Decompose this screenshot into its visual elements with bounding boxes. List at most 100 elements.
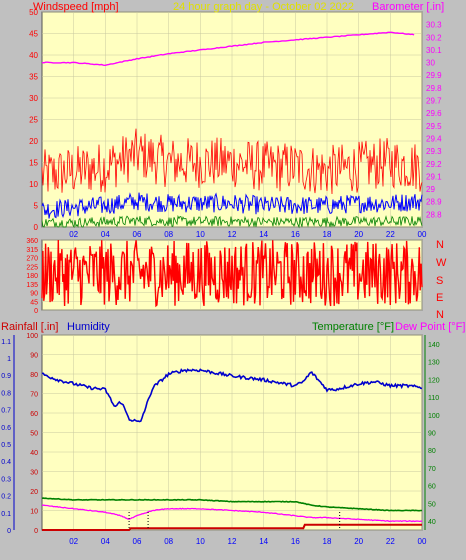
wind-x-tick-label: 12 bbox=[228, 230, 237, 239]
wind-x-tick-label: 00 bbox=[418, 230, 427, 239]
temp-tick-label: 70 bbox=[428, 466, 436, 473]
baro-tick-label: 29.5 bbox=[426, 122, 442, 131]
dir-tick-label: 270 bbox=[26, 256, 38, 263]
temp-tick-label: 90 bbox=[428, 431, 436, 438]
dir-tick-label: 0 bbox=[34, 308, 38, 315]
hum-x-tick-label: 20 bbox=[354, 537, 363, 546]
rain-tick-label: 0 bbox=[7, 528, 11, 535]
wind-grid bbox=[42, 11, 423, 228]
humidity-tick-label: 100 bbox=[26, 333, 38, 340]
wind-avg-line bbox=[41, 192, 423, 219]
wind-series bbox=[41, 31, 423, 229]
humidity-grid bbox=[42, 334, 423, 531]
dir-label-n-bottom: N bbox=[436, 309, 444, 321]
temp-tick-label: 60 bbox=[428, 484, 436, 491]
wind-x-tick-label: 22 bbox=[386, 230, 395, 239]
dir-tick-label: 135 bbox=[26, 282, 38, 289]
wind-x-tick-label: 08 bbox=[164, 230, 173, 239]
dir-label-e: E bbox=[436, 292, 443, 304]
rain-tick-label: 1 bbox=[7, 356, 11, 363]
hum-x-tick-label: 16 bbox=[291, 537, 300, 546]
humidity-tick-label: 90 bbox=[30, 353, 38, 360]
wind-x-tick-label: 10 bbox=[196, 230, 205, 239]
rain-tick-label: 1.1 bbox=[1, 339, 11, 346]
baro-tick-label: 29.8 bbox=[426, 84, 442, 93]
baro-tick-label: 30.3 bbox=[426, 21, 442, 30]
hum-x-tick-label: 00 bbox=[418, 537, 427, 546]
hum-x-tick-label: 14 bbox=[259, 537, 268, 546]
graph-title: 24 hour graph day - October 02 2022 bbox=[173, 1, 354, 13]
rainfall-line bbox=[42, 523, 422, 531]
hum-x-tick-label: 22 bbox=[386, 537, 395, 546]
rain-tick-label: 0.3 bbox=[1, 476, 11, 483]
humidity-tick-label: 20 bbox=[30, 489, 38, 496]
temperature-label: Temperature [°F] bbox=[312, 321, 394, 333]
wind-x-tick-label: 18 bbox=[323, 230, 332, 239]
wind-x-tick-label: 20 bbox=[354, 230, 363, 239]
humidity-tick-label: 50 bbox=[30, 431, 38, 438]
dir-label-w: W bbox=[436, 257, 447, 269]
wind-tick-label: 40 bbox=[29, 51, 38, 60]
humidity-series bbox=[41, 368, 423, 531]
dir-tick-label: 360 bbox=[26, 238, 38, 245]
hum-x-tick-label: 06 bbox=[133, 537, 142, 546]
barometer-label: Barometer [.in] bbox=[372, 1, 444, 13]
rain-tick-label: 0.6 bbox=[1, 425, 11, 432]
humidity-tick-label: 30 bbox=[30, 470, 38, 477]
baro-tick-label: 30.2 bbox=[426, 33, 442, 42]
humidity-tick-label: 70 bbox=[30, 392, 38, 399]
rainfall-label: Rainfall [.in] bbox=[1, 321, 58, 333]
temperature-line bbox=[41, 497, 422, 512]
humidity-tick-label: 80 bbox=[30, 372, 38, 379]
wind-x-tick-label: 02 bbox=[69, 230, 78, 239]
wind-tick-label: 15 bbox=[29, 159, 38, 168]
baro-tick-label: 29.3 bbox=[426, 147, 442, 156]
humidity-tick-label: 10 bbox=[30, 509, 38, 516]
dir-tick-label: 180 bbox=[26, 273, 38, 280]
humidity-label: Humidity bbox=[67, 321, 110, 333]
hum-x-tick-label: 04 bbox=[101, 537, 110, 546]
baro-tick-label: 28.9 bbox=[426, 198, 442, 207]
baro-tick-label: 29.1 bbox=[426, 172, 442, 181]
rain-tick-label: 0.7 bbox=[1, 408, 11, 415]
barometer-line bbox=[41, 31, 415, 67]
baro-tick-label: 29.7 bbox=[426, 97, 442, 106]
humidity-tick-label: 60 bbox=[30, 411, 38, 418]
wind-x-tick-label: 06 bbox=[133, 230, 142, 239]
dewpoint-line bbox=[41, 504, 422, 523]
temp-tick-label: 140 bbox=[428, 342, 440, 349]
direction-series bbox=[41, 239, 423, 308]
wind-x-tick-label: 04 bbox=[101, 230, 110, 239]
baro-tick-label: 29.6 bbox=[426, 109, 442, 118]
humidity-tick-label: 40 bbox=[30, 450, 38, 457]
dir-tick-label: 315 bbox=[26, 247, 38, 254]
wind-tick-label: 30 bbox=[29, 94, 38, 103]
wind-tick-label: 0 bbox=[34, 223, 39, 232]
wind-x-tick-label: 16 bbox=[291, 230, 300, 239]
wind-tick-label: 10 bbox=[29, 180, 38, 189]
baro-tick-label: 29.2 bbox=[426, 160, 442, 169]
baro-tick-label: 30 bbox=[426, 59, 435, 68]
rain-tick-label: 0.8 bbox=[1, 390, 11, 397]
baro-tick-label: 29.4 bbox=[426, 134, 442, 143]
hum-x-tick-label: 08 bbox=[164, 537, 173, 546]
temp-tick-label: 120 bbox=[428, 377, 440, 384]
temp-tick-label: 40 bbox=[428, 519, 436, 526]
wind-x-tick-label: 14 bbox=[259, 230, 268, 239]
temp-tick-label: 100 bbox=[428, 413, 440, 420]
hum-x-tick-label: 18 bbox=[323, 537, 332, 546]
axes-labels: 0510152025303540455028.828.92929.129.229… bbox=[1, 8, 442, 546]
dir-label-s: S bbox=[436, 275, 443, 287]
wind-tick-label: 35 bbox=[29, 73, 38, 82]
hum-x-tick-label: 10 bbox=[196, 537, 205, 546]
rain-tick-label: 0.4 bbox=[1, 459, 11, 466]
temp-tick-label: 130 bbox=[428, 360, 440, 367]
windspeed-label: Windspeed [mph] bbox=[33, 1, 119, 13]
humidity-tick-label: 0 bbox=[34, 528, 38, 535]
rain-tick-label: 0.9 bbox=[1, 373, 11, 380]
wind-tick-label: 45 bbox=[29, 30, 38, 39]
rain-tick-label: 0.5 bbox=[1, 442, 11, 449]
baro-tick-label: 28.8 bbox=[426, 210, 442, 219]
